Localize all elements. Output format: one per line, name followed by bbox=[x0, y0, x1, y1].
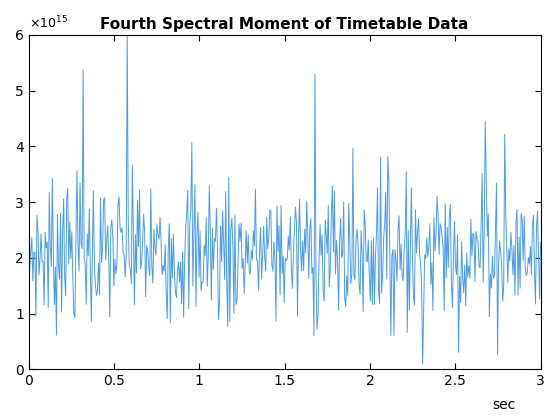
Title: Fourth Spectral Moment of Timetable Data: Fourth Spectral Moment of Timetable Data bbox=[100, 17, 469, 32]
Text: $\times10^{15}$: $\times10^{15}$ bbox=[29, 15, 68, 32]
Text: sec: sec bbox=[492, 398, 515, 412]
